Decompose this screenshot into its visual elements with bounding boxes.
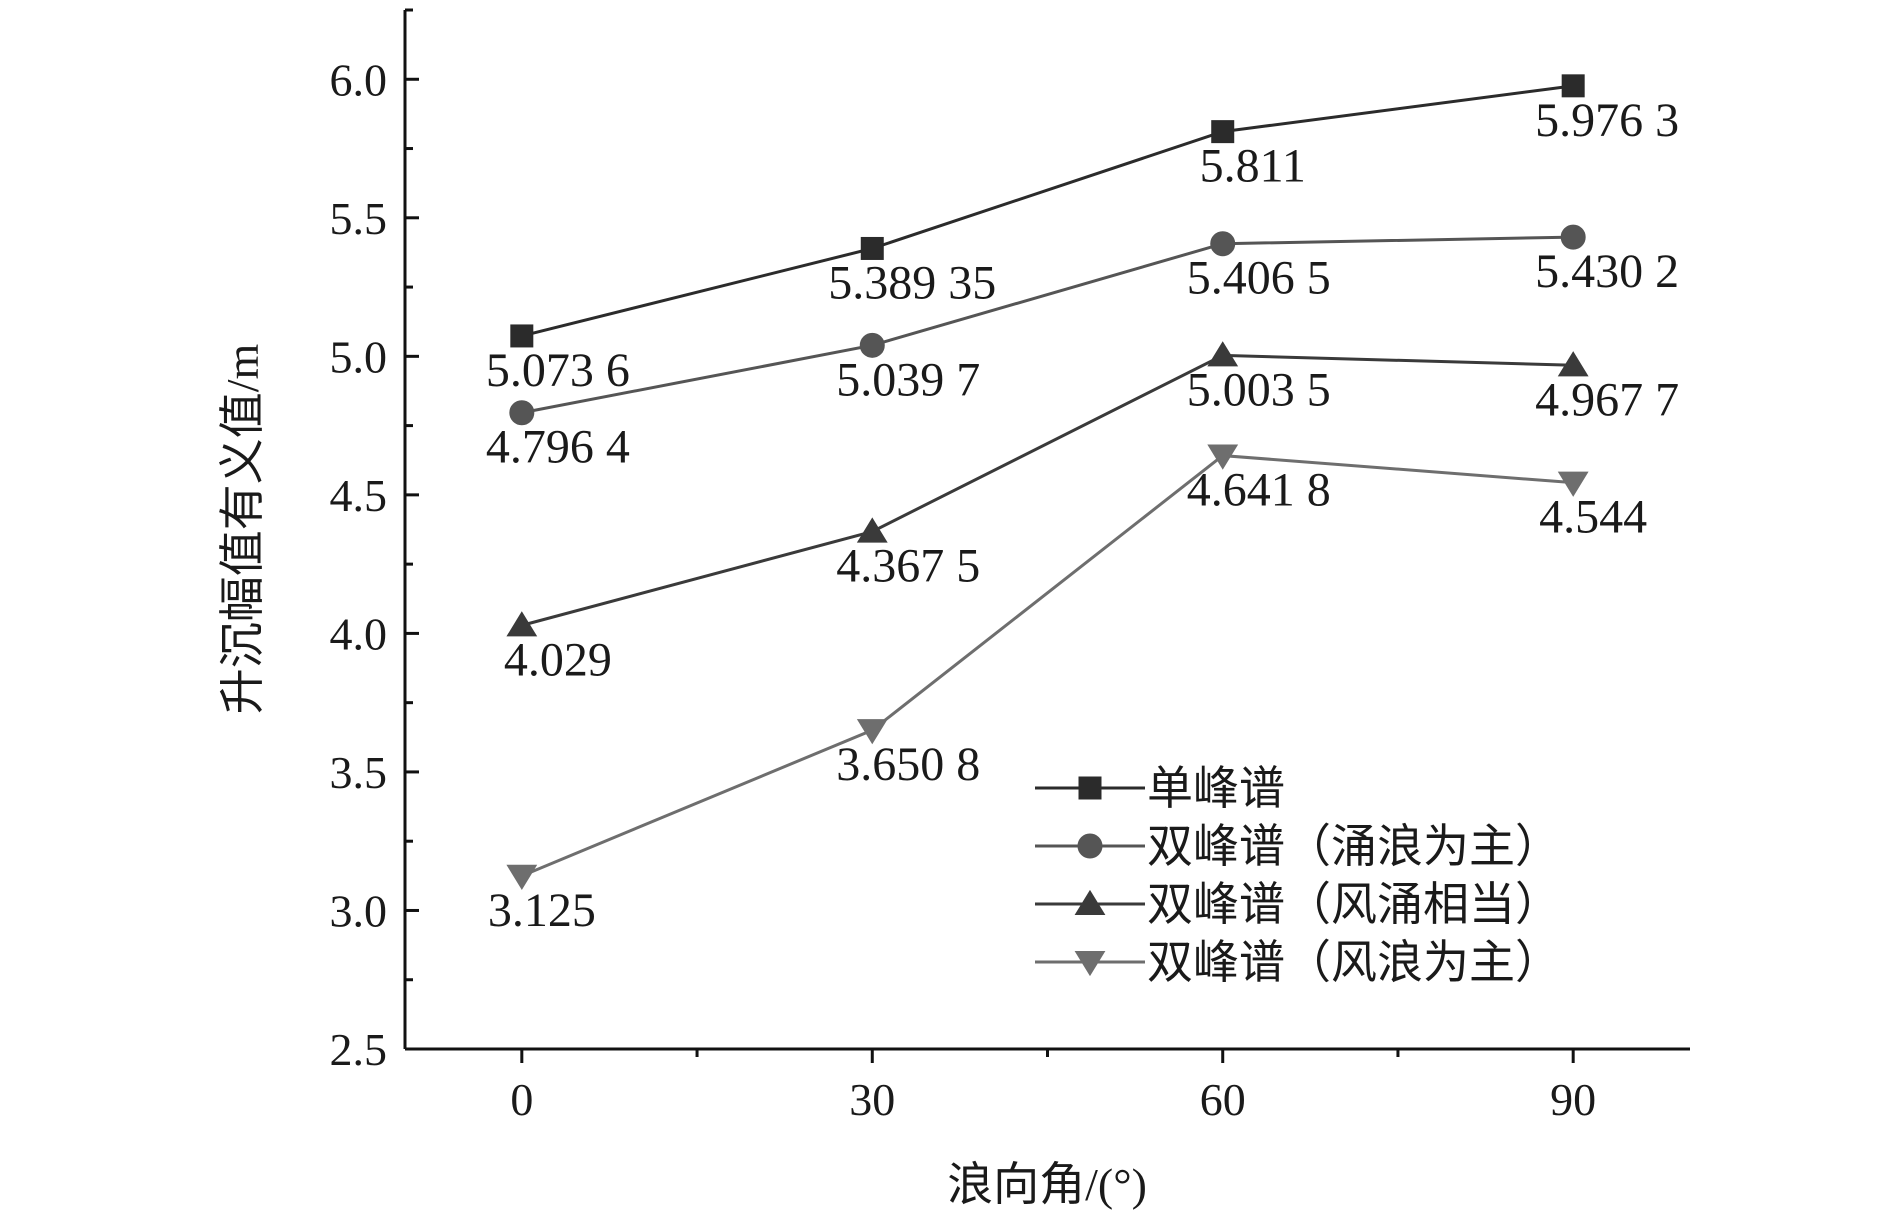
legend-label: 双峰谱（风涌相当） [1147,879,1561,930]
data-point-marker [1560,224,1586,250]
data-label: 4.367 5 [836,540,980,593]
data-label: 4.796 4 [486,421,630,474]
series [506,74,1589,890]
series-line [521,235,1574,415]
data-label: 4.029 [504,633,612,686]
ticks: 2.5 3.0 3.5 4.0 4.5 5.0 5.5 6.0 0 30 60 90 [330,8,1596,1125]
y-tick-label: 3.0 [330,885,388,936]
data-point-marker [1557,351,1589,377]
data-point-marker [506,864,538,890]
legend-entry: 单峰谱 [1035,763,1285,814]
y-tick-label: 4.5 [330,470,388,521]
series-line [521,454,1574,878]
x-tick-label: 30 [849,1074,895,1125]
y-tick-label: 5.0 [330,331,388,382]
y-tick-label: 2.5 [330,1024,388,1075]
data-point-marker [1207,444,1239,470]
series-0 [510,74,1585,348]
legend-marker [1074,889,1106,916]
data-point-marker [510,324,534,348]
data-point-marker [1557,471,1589,497]
y-tick-label: 3.5 [330,747,388,798]
data-point-marker [859,332,885,358]
series-2 [506,341,1589,637]
data-labels: 5.073 6 5.389 35 5.811 5.976 3 4.796 4 5.039 … [486,94,1679,937]
legend-entry: 双峰谱（风浪为主） [1035,937,1561,988]
data-label: 5.389 35 [828,256,996,309]
data-label: 3.125 [488,884,596,937]
data-point-marker [1561,74,1585,98]
data-label: 5.406 5 [1187,252,1331,305]
data-label: 5.039 7 [836,353,980,406]
data-label: 3.650 8 [836,738,980,791]
x-tick-label: 90 [1550,1074,1596,1125]
legend-marker [1078,776,1102,800]
x-tick-label: 60 [1200,1074,1246,1125]
data-label: 5.811 [1200,140,1306,193]
legend-label: 单峰谱 [1147,763,1285,814]
y-axis-title: 升沉幅值有义值/m [217,344,268,715]
data-point-marker [860,236,884,260]
data-point-marker [1210,231,1236,257]
data-label: 4.641 8 [1187,464,1331,517]
data-label: 5.003 5 [1187,363,1331,416]
legend-label: 双峰谱（涌浪为主） [1147,821,1561,872]
data-point-marker [1207,341,1239,367]
data-point-marker [856,517,888,543]
data-point-marker [509,400,535,426]
series-line [521,353,1574,627]
legend-label: 双峰谱（风浪为主） [1147,937,1561,988]
data-point-marker [856,719,888,745]
x-tick-label: 0 [510,1074,533,1125]
data-label: 4.967 7 [1535,373,1679,426]
y-tick-label: 5.5 [330,193,388,244]
data-label: 5.976 3 [1535,94,1679,147]
data-point-marker [506,611,538,637]
legend-marker [1074,950,1106,977]
series-line [521,84,1574,338]
legend-marker [1077,833,1103,859]
data-label: 5.430 2 [1535,245,1679,298]
series-3 [506,444,1589,890]
data-label: 5.073 6 [486,344,630,397]
y-tick-label: 4.0 [330,608,388,659]
data-point-marker [1211,120,1235,144]
y-tick-label: 6.0 [330,54,388,105]
legend-entry: 双峰谱（涌浪为主） [1035,821,1561,872]
legend-entry: 双峰谱（风涌相当） [1035,879,1561,930]
data-label: 4.544 [1539,491,1647,544]
series-1 [509,224,1586,426]
x-axis-title: 浪向角/(°) [947,1159,1147,1210]
